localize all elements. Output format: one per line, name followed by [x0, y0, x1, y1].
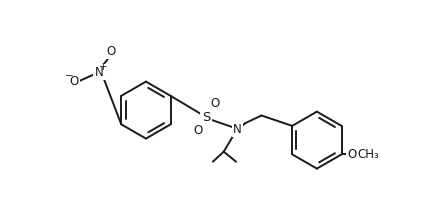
Text: O: O — [70, 75, 79, 88]
Text: −: − — [64, 71, 73, 81]
Text: O: O — [194, 124, 203, 137]
Text: CH₃: CH₃ — [357, 148, 379, 161]
Text: N: N — [233, 123, 242, 136]
Text: O: O — [107, 45, 116, 58]
Text: S: S — [202, 111, 210, 124]
Text: O: O — [211, 97, 220, 110]
Text: +: + — [99, 62, 108, 72]
Text: O: O — [348, 148, 357, 161]
Text: N: N — [95, 66, 103, 79]
